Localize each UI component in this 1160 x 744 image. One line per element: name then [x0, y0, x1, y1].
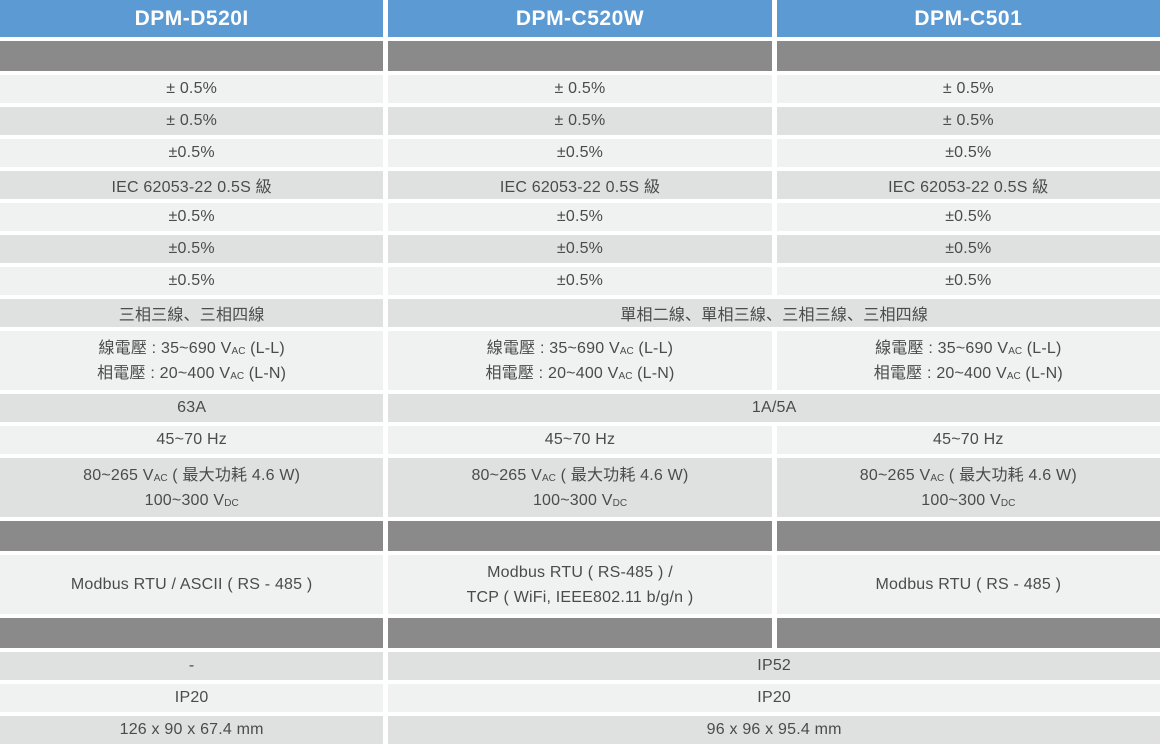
- current-input-c520w-c501: 1A/5A: [388, 394, 1160, 422]
- accuracy-3-d520i: ±0.5%: [0, 139, 384, 167]
- accuracy-5-c501: ±0.5%: [776, 235, 1160, 263]
- energy-class-d520i: IEC 62053-22 0.5S 級: [0, 171, 384, 199]
- section-separator-cell: [388, 41, 772, 71]
- voltage-input-d520i: 線電壓 : 35~690 VAC (L-L) 相電壓 : 20~400 VAC …: [0, 331, 384, 390]
- accuracy-1-d520i: ± 0.5%: [0, 75, 384, 103]
- accuracy-2-c520w: ± 0.5%: [388, 107, 772, 135]
- power-supply-d520i: 80~265 VAC ( 最大功耗 4.6 W) 100~300 VDC: [0, 458, 384, 517]
- section-separator-cell: [776, 41, 1160, 71]
- model-header-dpm-c520w: DPM-C520W: [388, 0, 772, 37]
- energy-class-c520w: IEC 62053-22 0.5S 級: [388, 171, 772, 199]
- body-protection-d520i: IP20: [0, 684, 384, 712]
- current-input-d520i: 63A: [0, 394, 384, 422]
- accuracy-6-c520w: ±0.5%: [388, 267, 772, 295]
- communication-c520w: Modbus RTU ( RS-485 ) / TCP ( WiFi, IEEE…: [388, 555, 772, 614]
- voltage-input-c501: 線電壓 : 35~690 VAC (L-L) 相電壓 : 20~400 VAC …: [776, 331, 1160, 390]
- front-protection-c520w-c501: IP52: [388, 652, 1160, 680]
- section-separator-cell: [388, 521, 772, 551]
- accuracy-6-d520i: ±0.5%: [0, 267, 384, 295]
- power-supply-c520w: 80~265 VAC ( 最大功耗 4.6 W) 100~300 VDC: [388, 458, 772, 517]
- accuracy-5-c520w: ±0.5%: [388, 235, 772, 263]
- model-header-dpm-d520i: DPM-D520I: [0, 0, 384, 37]
- section-separator-cell: [388, 618, 772, 648]
- accuracy-3-c501: ±0.5%: [776, 139, 1160, 167]
- power-supply-c501: 80~265 VAC ( 最大功耗 4.6 W) 100~300 VDC: [776, 458, 1160, 517]
- accuracy-4-d520i: ±0.5%: [0, 203, 384, 231]
- accuracy-3-c520w: ±0.5%: [388, 139, 772, 167]
- communication-d520i: Modbus RTU / ASCII ( RS - 485 ): [0, 555, 384, 614]
- section-separator-cell: [0, 41, 384, 71]
- frequency-c520w: 45~70 Hz: [388, 426, 772, 454]
- accuracy-2-d520i: ± 0.5%: [0, 107, 384, 135]
- frequency-d520i: 45~70 Hz: [0, 426, 384, 454]
- frequency-c501: 45~70 Hz: [776, 426, 1160, 454]
- section-separator-cell: [0, 521, 384, 551]
- wiring-c520w-c501: 單相二線、單相三線、三相三線、三相四線: [388, 299, 1160, 327]
- accuracy-1-c520w: ± 0.5%: [388, 75, 772, 103]
- accuracy-2-c501: ± 0.5%: [776, 107, 1160, 135]
- section-separator-cell: [776, 521, 1160, 551]
- dimensions-c520w-c501: 96 x 96 x 95.4 mm: [388, 716, 1160, 744]
- accuracy-5-d520i: ±0.5%: [0, 235, 384, 263]
- dimensions-d520i: 126 x 90 x 67.4 mm: [0, 716, 384, 744]
- body-protection-c520w-c501: IP20: [388, 684, 1160, 712]
- front-protection-d520i: -: [0, 652, 384, 680]
- energy-class-c501: IEC 62053-22 0.5S 級: [776, 171, 1160, 199]
- accuracy-4-c520w: ±0.5%: [388, 203, 772, 231]
- accuracy-6-c501: ±0.5%: [776, 267, 1160, 295]
- model-header-dpm-c501: DPM-C501: [776, 0, 1160, 37]
- wiring-d520i: 三相三線、三相四線: [0, 299, 384, 327]
- section-separator-cell: [776, 618, 1160, 648]
- accuracy-1-c501: ± 0.5%: [776, 75, 1160, 103]
- communication-c501: Modbus RTU ( RS - 485 ): [776, 555, 1160, 614]
- section-separator-cell: [0, 618, 384, 648]
- voltage-input-c520w: 線電壓 : 35~690 VAC (L-L) 相電壓 : 20~400 VAC …: [388, 331, 772, 390]
- accuracy-4-c501: ±0.5%: [776, 203, 1160, 231]
